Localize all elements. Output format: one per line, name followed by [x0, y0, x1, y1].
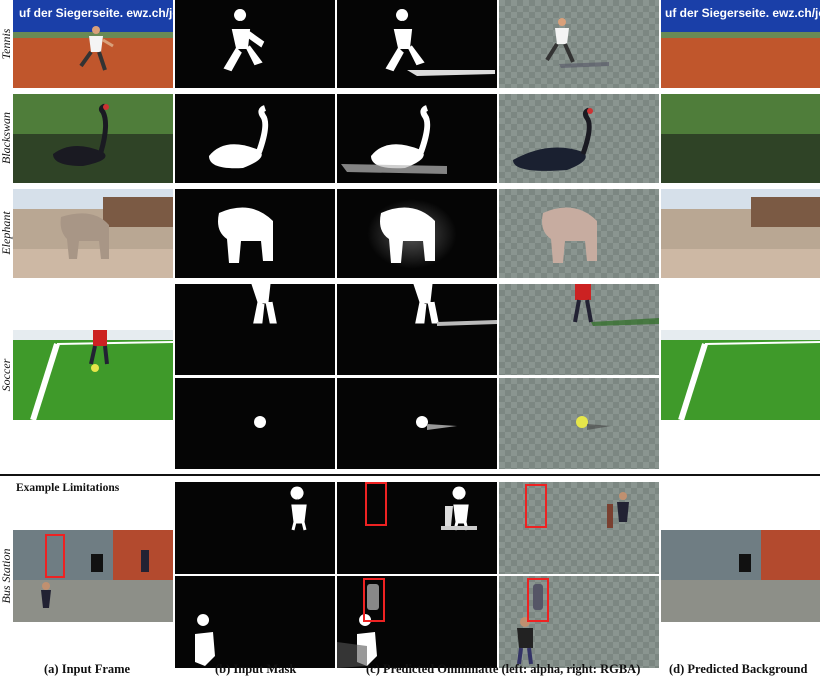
- tennis-rgba: [499, 0, 659, 88]
- section-title: Example Limitations: [16, 482, 120, 494]
- soccer-background: [661, 330, 820, 420]
- caption-input-frame: (a) Input Frame: [44, 662, 131, 676]
- busstation-alpha-2: [337, 576, 497, 668]
- busstation-input-frame: [13, 530, 173, 622]
- soccer-ball-mask: [175, 378, 335, 469]
- soccer-ball-alpha: [337, 378, 497, 469]
- caption-predicted-background: (d) Predicted Background: [669, 662, 808, 676]
- tennis-alpha: [337, 0, 497, 88]
- caption-input-mask: (b) Input Mask: [215, 662, 297, 676]
- row-label-elephant: Elephant: [0, 211, 13, 255]
- elephant-background: [661, 189, 820, 278]
- elephant-input-frame: [13, 189, 173, 278]
- section-divider: [0, 474, 820, 476]
- soccer-input-frame: [13, 330, 173, 420]
- row-label-soccer: Soccer: [0, 358, 13, 392]
- soccer-person-alpha: [337, 284, 497, 375]
- blackswan-alpha: [337, 94, 497, 183]
- tennis-input-mask: [175, 0, 335, 88]
- busstation-alpha-1: [337, 482, 497, 574]
- elephant-rgba: [499, 189, 659, 278]
- blackswan-input-frame: [13, 94, 173, 183]
- tennis-banner-text: uf der Siegerseite. ewz.ch/jobs: [19, 6, 173, 20]
- row-label-busstation: Bus Station: [0, 548, 13, 604]
- busstation-rgba-2: [499, 576, 659, 668]
- busstation-frame-highlight: [45, 534, 65, 578]
- soccer-person-rgba: [499, 284, 659, 375]
- soccer-person-mask: [175, 284, 335, 375]
- tennis-background: uf der Siegerseite. ewz.ch/jobs: [661, 0, 820, 88]
- tennis-input-frame: uf der Siegerseite. ewz.ch/jobs: [13, 0, 173, 88]
- elephant-alpha: [337, 189, 497, 278]
- blackswan-background: [661, 94, 820, 183]
- caption-predicted-omnimatte: (c) Predicted Omnimatte (left: alpha, ri…: [366, 662, 641, 676]
- blackswan-rgba: [499, 94, 659, 183]
- blackswan-input-mask: [175, 94, 335, 183]
- busstation-background: [661, 530, 820, 622]
- soccer-ball-rgba: [499, 378, 659, 469]
- busstation-rgba-1: [499, 482, 659, 574]
- busstation-mask-2: [175, 576, 335, 668]
- busstation-mask-1: [175, 482, 335, 574]
- elephant-input-mask: [175, 189, 335, 278]
